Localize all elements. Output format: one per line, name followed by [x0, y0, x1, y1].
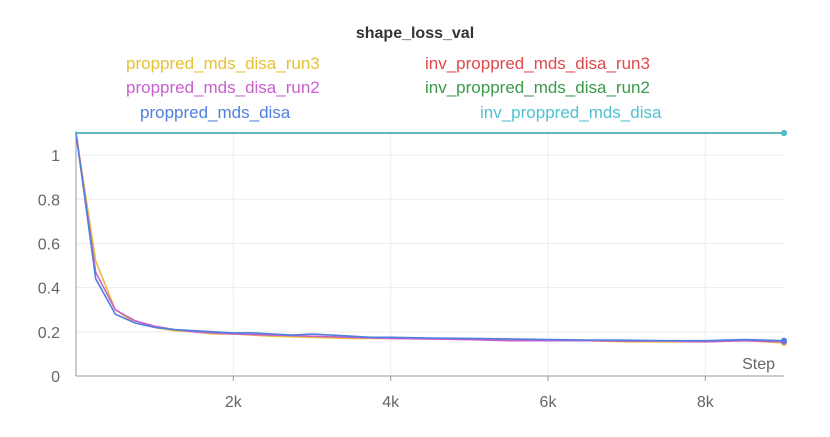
x-tick-label: 6k: [540, 394, 558, 411]
axes: 0 0.2 0.4 0.6 0.8 1 2k 4k 6k 8k: [38, 131, 784, 411]
y-tick-label: 1: [51, 148, 60, 165]
legend-item-proppred-mds-disa-run3[interactable]: proppred_mds_disa_run3: [126, 54, 320, 73]
x-tick-label: 2k: [225, 394, 243, 411]
series-end-markers: [781, 130, 787, 346]
x-tick-label: 4k: [382, 394, 400, 411]
grid: [76, 133, 784, 376]
y-tick-label: 0.8: [38, 192, 60, 209]
y-tick-label: 0.4: [38, 281, 60, 298]
series-end-marker: [781, 130, 787, 136]
legend-item-inv-proppred-mds-disa[interactable]: inv_proppred_mds_disa: [480, 103, 662, 122]
y-tick-label: 0.2: [38, 325, 60, 342]
legend-item-proppred-mds-disa[interactable]: proppred_mds_disa: [140, 103, 291, 122]
series-lines: [75, 132, 785, 344]
y-tick-label: 0: [51, 369, 60, 386]
series-end-marker: [781, 337, 787, 344]
x-tick-label: 8k: [697, 394, 715, 411]
series-line-proppred-mds-disa-run3[interactable]: [75, 132, 785, 344]
chart-title: shape_loss_val: [355, 25, 475, 42]
legend-item-inv-proppred-mds-disa-run3[interactable]: inv_proppred_mds_disa_run3: [425, 54, 650, 73]
legend-item-proppred-mds-disa-run2[interactable]: proppred_mds_disa_run2: [126, 78, 320, 97]
legend-item-inv-proppred-mds-disa-run2[interactable]: inv_proppred_mds_disa_run2: [425, 78, 650, 97]
series-line-proppred-mds-disa-run2[interactable]: [75, 132, 785, 343]
x-axis-label: Step: [742, 356, 775, 373]
series-line-proppred-mds-disa[interactable]: [75, 132, 785, 342]
y-tick-label: 0.6: [38, 236, 60, 253]
